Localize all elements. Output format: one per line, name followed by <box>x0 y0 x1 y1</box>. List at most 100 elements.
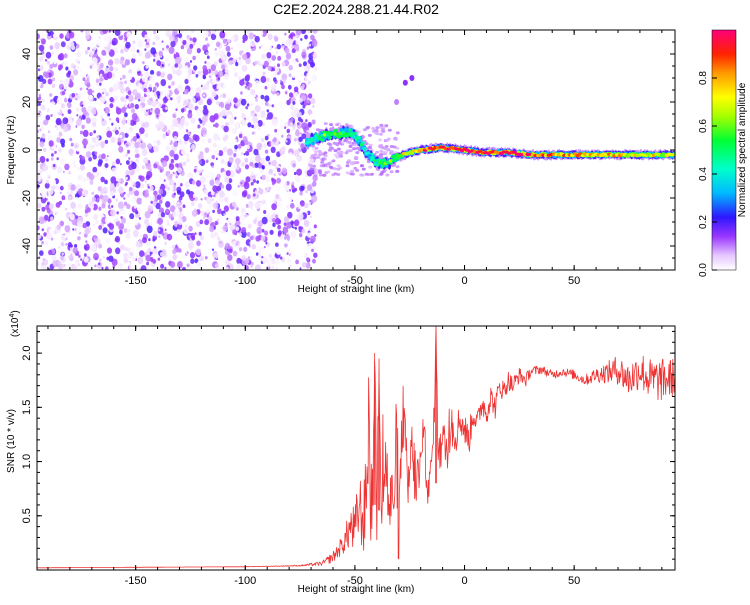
noise-speck <box>101 153 106 160</box>
noise-speck <box>176 240 183 248</box>
noise-speck <box>246 115 253 123</box>
noise-speck <box>64 163 70 171</box>
noise-speck <box>43 259 49 266</box>
noise-speck <box>189 60 193 63</box>
noise-speck <box>245 150 250 156</box>
noise-speck <box>79 115 82 119</box>
noise-speck <box>270 141 275 147</box>
noise-speck <box>72 162 78 169</box>
noise-speck <box>185 265 192 270</box>
noise-speck <box>87 46 90 51</box>
noise-speck <box>124 132 129 138</box>
noise-speck <box>125 95 129 99</box>
noise-speck <box>253 34 256 38</box>
noise-speck <box>181 128 187 135</box>
noise-speck <box>196 240 201 247</box>
noise-speck <box>137 82 143 89</box>
noise-speck <box>355 161 360 165</box>
noise-speck <box>183 134 190 142</box>
noise-speck <box>122 204 125 208</box>
noise-speck <box>335 143 340 147</box>
noise-speck <box>71 93 76 98</box>
noise-speck <box>350 172 355 176</box>
noise-speck <box>218 50 225 58</box>
ridge-core <box>391 158 396 162</box>
noise-speck <box>76 93 82 100</box>
noise-speck <box>281 61 286 67</box>
noise-speck <box>180 149 186 155</box>
noise-speck <box>112 84 118 92</box>
colorbar-label: Normalized spectral amplitude <box>737 82 748 217</box>
noise-speck <box>210 64 216 72</box>
noise-speck <box>68 255 72 259</box>
noise-speck <box>92 122 97 128</box>
noise-speck <box>72 247 79 254</box>
noise-speck <box>207 138 212 144</box>
noise-speck <box>99 76 101 79</box>
noise-speck <box>38 93 42 97</box>
noise-speck <box>65 66 69 71</box>
noise-speck <box>192 55 196 61</box>
noise-speck <box>175 68 182 76</box>
noise-speck <box>117 137 122 143</box>
noise-speck <box>301 83 305 88</box>
noise-speck <box>127 247 131 252</box>
snr-spike <box>378 358 381 511</box>
noise-speck <box>130 180 135 185</box>
noise-speck <box>215 179 221 186</box>
noise-speck <box>43 214 49 221</box>
noise-speck <box>296 168 302 176</box>
noise-speck <box>387 128 392 132</box>
noise-speck <box>240 91 243 95</box>
noise-speck <box>288 92 294 98</box>
noise-speck <box>85 151 92 158</box>
noise-speck <box>281 146 286 152</box>
noise-speck <box>299 267 302 270</box>
noise-speck <box>285 52 292 60</box>
noise-speck <box>233 81 237 86</box>
noise-speck <box>94 235 98 239</box>
noise-speck <box>255 252 259 256</box>
noise-speck <box>60 79 64 84</box>
noise-speck <box>67 242 72 248</box>
noise-speck <box>55 47 62 55</box>
noise-speck <box>75 58 79 63</box>
noise-speck <box>98 36 102 40</box>
noise-speck <box>246 144 250 150</box>
noise-speck <box>186 263 190 268</box>
noise-speck <box>144 111 149 117</box>
noise-speck <box>127 90 132 95</box>
noise-speck <box>336 147 341 151</box>
noise-speck <box>65 243 68 246</box>
noise-speck <box>96 135 99 139</box>
noise-speck <box>162 96 168 104</box>
noise-speck <box>281 73 288 81</box>
noise-speck <box>290 220 294 225</box>
noise-speck <box>46 60 51 65</box>
noise-speck <box>126 193 131 198</box>
noise-speck <box>88 173 95 181</box>
noise-speck <box>264 101 269 107</box>
noise-speck <box>172 69 177 75</box>
noise-speck <box>139 250 145 257</box>
noise-speck <box>64 234 68 239</box>
noise-speck <box>180 45 185 50</box>
noise-speck <box>109 96 114 103</box>
noise-speck <box>100 80 107 88</box>
noise-speck <box>274 125 277 128</box>
noise-speck <box>236 42 241 48</box>
noise-speck <box>168 46 175 54</box>
noise-speck <box>187 78 192 84</box>
noise-speck <box>265 241 268 245</box>
noise-speck <box>61 87 64 90</box>
noise-speck <box>74 244 78 248</box>
noise-speck <box>159 251 164 257</box>
ridge-cell <box>376 163 380 167</box>
noise-speck <box>268 253 273 259</box>
noise-speck <box>112 77 115 80</box>
noise-speck <box>303 219 309 226</box>
spectrogram-x-tick-label: -150 <box>125 275 147 287</box>
noise-speck <box>93 214 98 220</box>
noise-speck <box>178 101 180 104</box>
snr-line <box>37 326 675 569</box>
